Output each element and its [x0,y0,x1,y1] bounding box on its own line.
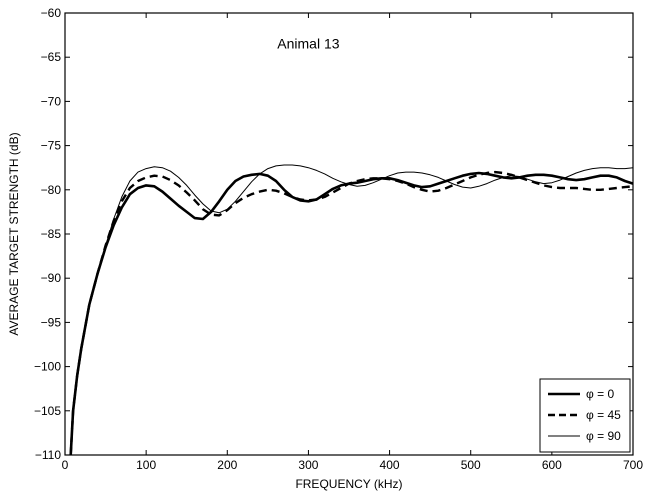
y-tick-label-4: −90 [41,271,62,285]
y-tick-label-2: −100 [34,360,61,374]
legend-label-2: φ = 90 [586,429,621,443]
legend-label-1: φ = 45 [586,408,621,422]
y-tick-label-7: −75 [41,139,62,153]
y-tick-label-1: −105 [34,404,61,418]
legend: φ = 0 φ = 45 φ = 90 [539,378,631,453]
series-line-1 [69,170,634,456]
y-tick-label-8: −70 [41,94,62,108]
axis-ticks: 0 100 200 300 400 500 600 700 −110 −105 −100 −95 −90… [34,6,643,472]
x-tick-label-3: 300 [298,458,318,472]
x-tick-label-1: 100 [136,458,156,472]
y-tick-label-5: −85 [41,227,62,241]
y-tick-label-3: −95 [41,315,62,329]
y-tick-label-0: −110 [35,448,61,462]
x-axis-label: FREQUENCY (kHz) [295,477,402,491]
y-tick-label-6: −80 [41,183,62,197]
y-tick-label-10: −60 [41,6,62,20]
x-tick-label-6: 600 [542,458,562,472]
x-tick-label-5: 500 [461,458,481,472]
y-axis-label: AVERAGE TARGET STRENGTH (dB) [7,132,21,335]
y-tick-label-9: −65 [41,50,62,64]
x-tick-label-4: 400 [380,458,400,472]
x-tick-label-0: 0 [62,458,69,472]
series-line-2 [70,164,634,456]
legend-label-0: φ = 0 [586,387,614,401]
x-tick-label-7: 700 [623,458,643,472]
chart-annotation: Animal 13 [277,35,339,51]
series-layer [69,164,634,456]
x-tick-label-2: 200 [217,458,237,472]
